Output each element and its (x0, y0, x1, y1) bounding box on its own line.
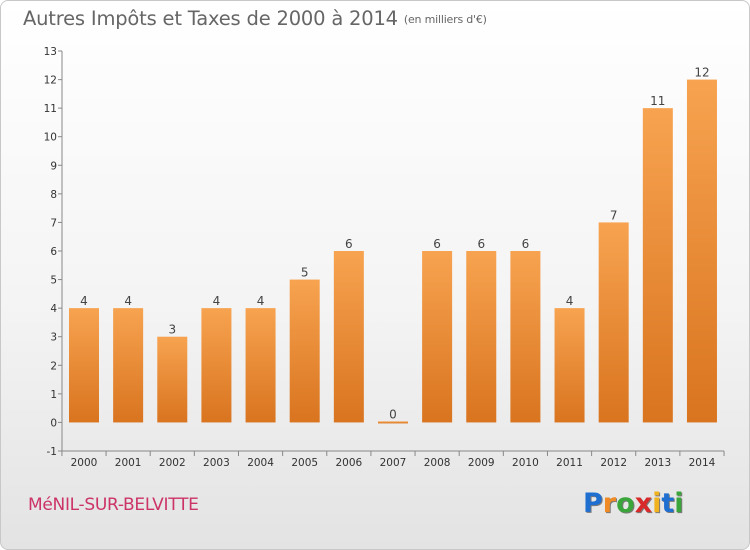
bar-value-label: 4 (566, 294, 574, 308)
y-tick-label: 5 (50, 275, 57, 287)
bar-value-label: 11 (650, 94, 665, 108)
bar (113, 308, 144, 423)
x-tick-label: 2004 (247, 457, 274, 469)
y-tick-label: 0 (50, 417, 57, 429)
bar-value-label: 6 (477, 237, 485, 251)
bar (201, 308, 232, 423)
bar-value-label: 6 (345, 237, 353, 251)
logo-letter: i (652, 488, 662, 519)
x-tick-label: 2012 (600, 457, 627, 469)
bar-value-label: 4 (80, 294, 88, 308)
bar (289, 279, 320, 423)
y-tick-label: -1 (47, 446, 57, 458)
chart-title: Autres Impôts et Taxes de 2000 à 2014 (en… (23, 7, 487, 30)
y-tick-label: 8 (50, 189, 57, 201)
bar (245, 308, 276, 423)
x-tick-label: 2011 (556, 457, 583, 469)
x-tick-label: 2009 (468, 457, 495, 469)
x-tick-label: 2000 (71, 457, 98, 469)
bar (69, 308, 99, 423)
bar-value-label: 4 (213, 294, 221, 308)
x-tick-label: 2013 (644, 457, 671, 469)
logo-letter: x (634, 488, 653, 519)
bar-value-label: 4 (257, 294, 265, 308)
y-tick-label: 11 (44, 103, 57, 115)
bar (686, 79, 717, 423)
bar-value-label: 12 (694, 66, 709, 80)
bar (377, 421, 408, 424)
bar (422, 251, 453, 423)
bar (554, 308, 585, 423)
chart-labels: 4 2000 4 2001 3 2002 4 2003 4 2004 5 2005 6 2006 0 2007… (71, 66, 716, 469)
commune-name: MéNIL-SUR-BELVITTE (28, 495, 199, 515)
chart-bars (69, 79, 717, 424)
x-tick-label: 2003 (203, 457, 230, 469)
x-tick-label: 2007 (380, 457, 407, 469)
x-tick-label: 2001 (115, 457, 142, 469)
y-tick-label: 1 (50, 389, 57, 401)
logo-letter: r (602, 488, 617, 519)
x-tick-label: 2010 (512, 457, 539, 469)
bar-value-label: 7 (610, 208, 618, 222)
y-tick-label: 3 (50, 332, 57, 344)
bar (333, 251, 364, 423)
logo-letter: o (616, 488, 635, 519)
y-tick-label: 4 (50, 303, 57, 315)
y-tick-label: 7 (50, 217, 57, 229)
bar-value-label: 4 (124, 294, 132, 308)
x-tick-label: 2005 (291, 457, 318, 469)
x-tick-label: 2006 (335, 457, 362, 469)
bar (598, 222, 629, 423)
bar (466, 251, 497, 423)
y-tick-label: 2 (50, 360, 57, 372)
bar-value-label: 6 (433, 237, 441, 251)
chart-unit: (en milliers d'€) (403, 13, 487, 26)
bar (642, 108, 673, 423)
x-tick-label: 2014 (689, 457, 716, 469)
bar (510, 251, 541, 423)
y-tick-label: 10 (44, 132, 57, 144)
y-tick-label: 9 (50, 160, 57, 172)
bar-value-label: 6 (522, 237, 530, 251)
logo-letter: t (661, 488, 675, 519)
bar-value-label: 0 (389, 407, 397, 421)
y-tick-label: 12 (44, 75, 57, 87)
logo-letter: P (583, 488, 603, 519)
bar-value-label: 5 (301, 266, 309, 280)
logo-letter: i (674, 488, 684, 519)
x-tick-label: 2002 (159, 457, 186, 469)
bar (157, 336, 188, 423)
chart-title-text: Autres Impôts et Taxes de 2000 à 2014 (23, 7, 398, 30)
y-tick-label: 6 (50, 246, 57, 258)
proxiti-logo: Proxiti (583, 488, 684, 519)
x-tick-label: 2008 (424, 457, 451, 469)
y-tick-label: 13 (44, 46, 57, 58)
bar-value-label: 3 (168, 323, 176, 337)
